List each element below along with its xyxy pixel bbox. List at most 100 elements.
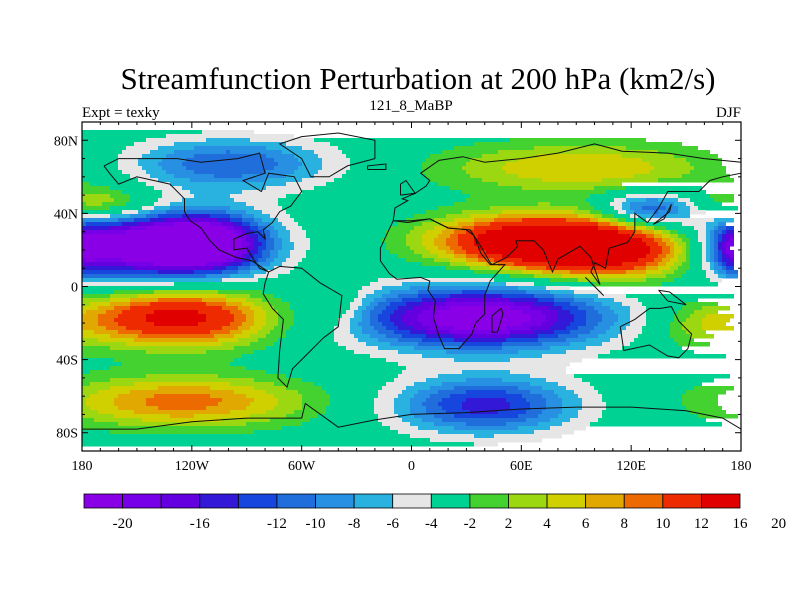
contour-cell	[426, 246, 438, 251]
contour-cell	[466, 250, 486, 255]
contour-cell	[418, 294, 450, 299]
contour-cell	[238, 234, 246, 239]
contour-cell	[266, 390, 298, 395]
contour-cell	[166, 170, 194, 175]
contour-cell	[646, 310, 678, 315]
contour-cell	[82, 214, 110, 219]
contour-cell	[498, 410, 526, 415]
contour-cell	[670, 250, 674, 255]
contour-cell	[266, 334, 286, 339]
contour-cell	[646, 242, 658, 247]
contour-cell	[82, 258, 86, 263]
contour-cell	[254, 246, 258, 251]
contour-cell	[210, 386, 254, 391]
contour-cell	[566, 218, 590, 223]
contour-cell	[658, 198, 678, 203]
contour-cell	[110, 378, 254, 383]
contour-cell	[274, 394, 302, 399]
contour-cell	[358, 290, 374, 295]
colorbar-label: -20	[113, 516, 133, 532]
contour-cell	[686, 318, 702, 323]
contour-cell	[230, 214, 242, 219]
contour-cell	[426, 334, 454, 339]
contour-cell	[666, 214, 690, 219]
colorbar-label: -2	[464, 516, 477, 532]
contour-cell	[570, 270, 626, 275]
contour-cell	[318, 154, 346, 159]
contour-cell	[322, 386, 382, 391]
contour-cell	[382, 286, 410, 291]
contour-cell	[694, 202, 722, 207]
contour-cell	[250, 294, 274, 299]
contour-cell	[558, 414, 578, 419]
contour-cell	[402, 314, 418, 319]
contour-cell	[454, 426, 518, 431]
contour-cell	[382, 422, 410, 427]
contour-cell	[710, 258, 714, 263]
contour-cell	[622, 202, 630, 207]
contour-cell	[250, 334, 266, 339]
contour-cell	[82, 298, 110, 303]
contour-cell	[658, 178, 734, 183]
contour-cell	[502, 378, 546, 383]
contour-cell	[158, 386, 210, 391]
contour-cell	[518, 350, 566, 355]
contour-cell	[82, 282, 174, 287]
contour-cell	[246, 298, 262, 303]
contour-cell	[646, 266, 658, 271]
contour-cell	[634, 222, 646, 227]
contour-cell	[362, 314, 370, 319]
map-axes: 180 120W 60W 0 60E 120E 180 80N 40N 0 40S 80S	[54, 122, 752, 474]
contour-cell	[398, 294, 418, 299]
contour-cell	[454, 414, 518, 419]
contour-cell	[82, 294, 110, 299]
contour-cell	[134, 218, 150, 223]
contour-cell	[666, 262, 674, 267]
contour-cell	[394, 330, 410, 335]
contour-cell	[110, 430, 254, 435]
contour-cell	[722, 246, 726, 251]
contour-cell	[270, 214, 290, 219]
contour-cell	[386, 242, 406, 247]
contour-cell	[82, 354, 242, 359]
contour-cell	[242, 354, 370, 359]
contour-cell	[302, 258, 406, 263]
contour-cell	[726, 246, 730, 251]
contour-cell	[646, 234, 654, 239]
contour-cell	[378, 330, 394, 335]
contour-cell	[438, 322, 522, 327]
contour-cell	[278, 230, 290, 235]
contour-cell	[582, 398, 602, 403]
contour-cell	[442, 230, 454, 235]
contour-cell	[678, 242, 686, 247]
contour-cell	[230, 330, 242, 335]
contour-cell	[110, 302, 130, 307]
contour-cell	[370, 310, 382, 315]
colorbar-swatch	[546, 493, 587, 509]
contour-cell	[570, 310, 586, 315]
contour-cell	[646, 262, 658, 267]
contour-cell	[146, 170, 166, 175]
contour-cell	[574, 390, 598, 395]
contour-cell	[678, 258, 686, 263]
contour-cell	[110, 194, 130, 199]
contour-cell	[150, 150, 174, 155]
contour-cell	[722, 250, 726, 255]
coastline-path	[658, 289, 687, 306]
contour-cell	[174, 282, 370, 287]
contour-cell	[158, 162, 182, 167]
coastline-path	[392, 143, 742, 285]
contour-cell	[582, 406, 606, 411]
contour-cell	[450, 234, 458, 239]
contour-cell	[114, 358, 234, 363]
contour-cell	[690, 266, 702, 271]
contour-cell	[366, 342, 390, 347]
contour-cell	[234, 198, 278, 203]
contour-cell	[362, 326, 374, 331]
contour-cell	[230, 410, 266, 415]
contour-cell	[174, 142, 286, 147]
contour-cell	[702, 254, 706, 259]
contour-cell	[82, 430, 110, 435]
contour-cell	[298, 166, 322, 171]
contour-cell	[598, 294, 626, 299]
